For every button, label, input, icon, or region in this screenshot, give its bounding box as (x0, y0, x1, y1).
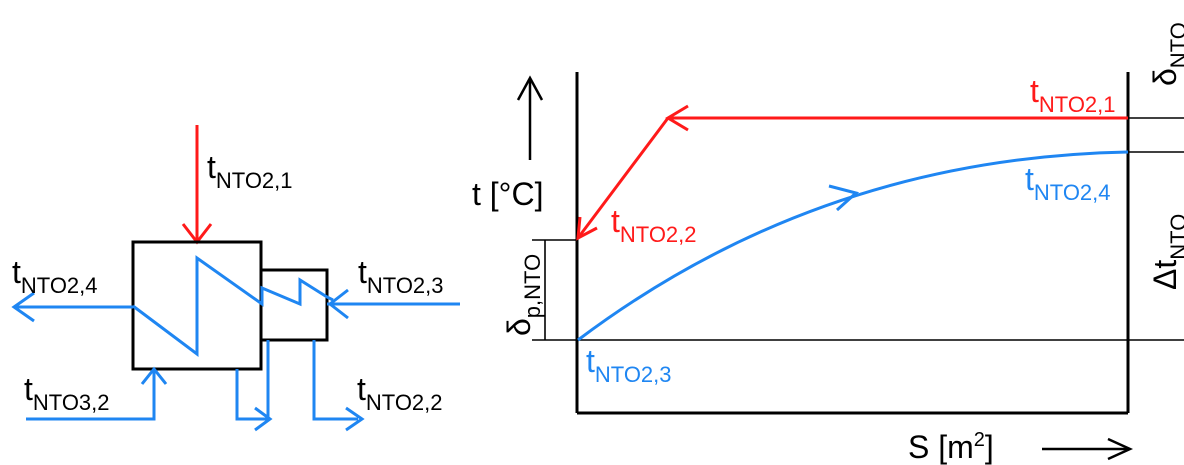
label-t-nto21: tNTO2,1 (207, 149, 293, 193)
x-axis-arrow (1042, 437, 1134, 461)
label-cold-out: tNTO2,4 (1025, 161, 1111, 205)
exchanger-small-box (259, 268, 329, 342)
hot-temperature-line (576, 104, 1128, 241)
cold-outlet-arrow (11, 291, 133, 323)
label-delta-p-nto: δp,NTO (501, 254, 545, 336)
label-delta-t-nto: ΔtNTO (1147, 214, 1184, 290)
label-t-nto24-left: tNTO2,4 (12, 254, 98, 298)
label-delta-nto: δNTO (1147, 22, 1184, 86)
y-axis-label: t [°C] (472, 176, 543, 212)
reference-lines (532, 117, 1184, 341)
cold-zigzag-flow (132, 255, 460, 357)
exchanger-schematic: tNTO2,1 tNTO2,4 tNTO2,3 tNTO3,2 tNTO2,2 (11, 125, 460, 432)
temperature-graph: t [°C] S [m2] tNTO2,1 tNTO2,4 tNTO2,2 tN… (472, 22, 1184, 465)
label-hot-in: tNTO2,1 (1030, 73, 1116, 117)
y-axis-arrow (516, 75, 544, 160)
label-t-nto23-left: tNTO2,3 (358, 254, 444, 298)
label-t-nto32: tNTO3,2 (24, 371, 110, 415)
nto32-inlet-arrow (26, 366, 168, 421)
cold-temperature-curve (577, 150, 1129, 342)
bottom-outlet-arrows (235, 340, 365, 432)
x-axis-label: S [m2] (908, 429, 994, 465)
label-t-nto22-left: tNTO2,2 (357, 371, 443, 415)
label-cold-in: tNTO2,3 (586, 343, 672, 387)
graph-frame (575, 72, 1130, 415)
label-hot-out: tNTO2,2 (611, 203, 697, 247)
